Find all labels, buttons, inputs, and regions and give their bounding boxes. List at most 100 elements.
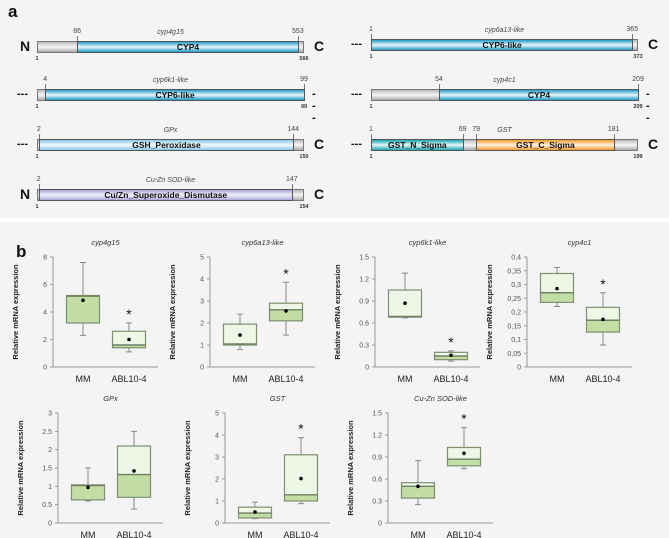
x-category-label: MM <box>248 530 263 538</box>
box-lower-quartile <box>238 513 272 518</box>
y-tick-label: 6 <box>43 282 47 289</box>
sequence-start-label: 1 <box>369 154 373 160</box>
panel-a-label: a <box>8 2 18 21</box>
domain-cyp6-like: CYP6-like <box>45 89 305 101</box>
gene-name: Cu-Zn SOD-like <box>145 177 196 184</box>
sequence-start-label: 1 <box>35 56 39 62</box>
domain-cyp4: CYP4 <box>439 89 639 101</box>
y-tick-label: 4 <box>215 433 219 440</box>
box-plot-cyp6k1-like: cyp6k1-like Relative mRNA expression 0 0.3 0… <box>330 232 495 392</box>
domain-start-position: 2 <box>36 126 41 133</box>
y-axis-label: Relative mRNA expression <box>485 264 494 360</box>
right-terminus: C <box>314 38 325 54</box>
chart-title: cyp4c1 <box>568 238 592 247</box>
y-tick-label: 0.3 <box>372 499 382 506</box>
x-category-label: MM <box>398 374 413 384</box>
right-terminus: C <box>314 186 325 202</box>
y-tick-label: 0,15 <box>507 323 521 330</box>
y-tick-label: 1.5 <box>359 255 369 262</box>
box-upper-quartile <box>238 507 272 514</box>
domain-start-position: 79 <box>472 126 481 133</box>
y-tick-label: 0 <box>215 521 219 528</box>
x-category-label: ABL10-4 <box>433 374 468 384</box>
box-lower-quartile <box>269 309 303 321</box>
mean-point <box>86 485 90 490</box>
y-tick-label: 0.6 <box>359 321 369 328</box>
position-tick <box>439 84 441 89</box>
y-axis-label: Relative mRNA expression <box>11 264 20 360</box>
protein-row: cyp6k1-like CYP6-like 4 99 1 99 --- --- <box>17 76 316 129</box>
sequence-end-label: 99 <box>300 104 308 110</box>
mean-point <box>403 301 407 305</box>
box-outline <box>539 272 575 303</box>
y-tick-label: 4 <box>200 277 204 284</box>
domain-gst-c-sigma: GST_C_Sigma <box>476 139 615 151</box>
domain-start-position: 86 <box>73 28 82 35</box>
position-tick <box>476 134 478 139</box>
y-tick-label: 0.5 <box>42 502 52 509</box>
domain-start-position: 54 <box>435 76 443 83</box>
y-tick-label: 2 <box>48 447 52 454</box>
box-outline <box>222 323 258 346</box>
y-tick-label: 3 <box>48 411 52 418</box>
right-terminus: --- <box>646 88 650 124</box>
y-tick-label: 0,2 <box>511 310 521 317</box>
gene-name: GPx <box>163 127 178 134</box>
y-tick-label: 0 <box>48 521 52 528</box>
panel-b-expression-charts: b cyp4g15 Relative mRNA expression 0 2 4 6 8 MM… <box>0 222 669 538</box>
mean-point <box>462 451 466 456</box>
left-terminus: --- <box>351 88 362 100</box>
chart-title: GPx <box>103 394 118 403</box>
mean-point <box>81 298 85 303</box>
box-lower-quartile <box>434 356 468 360</box>
x-category-label: ABL10-4 <box>585 374 620 384</box>
box-plot-gpx: GPx Relative mRNA expression 0 0.5 1 1.5 2 2.5 3… <box>13 388 178 538</box>
chart-svg: cyp4g15 Relative mRNA expression 0 2 4 6 8 MM AB… <box>11 238 158 384</box>
domain-end-position: 553 <box>292 28 304 35</box>
chart-svg: GPx Relative mRNA expression 0 0.5 1 1.5 2 2.5 3… <box>16 394 163 538</box>
mean-point <box>127 337 131 342</box>
chart-svg: GST Relative mRNA expression 0 1 2 3 4 5 MM ABL10… <box>183 394 330 538</box>
chart-svg: cyp4c1 Relative mRNA expression 0 0,05 0,1 0,… <box>485 238 632 384</box>
x-category-label: MM <box>411 530 426 538</box>
sequence-start-label: 1 <box>35 204 39 210</box>
domain-gsh-peroxidase: GSH_Peroxidase <box>38 139 295 151</box>
sequence-end-label: 150 <box>299 154 309 160</box>
box-lower-quartile <box>540 292 574 303</box>
protein-row: GPx GSH_Peroxidase 2 144 1 150 --- C <box>17 126 324 179</box>
box-upper-quartile <box>269 303 303 310</box>
y-tick-label: 2 <box>200 321 204 328</box>
protein-bar: GST_N_Sigma GST_C_Sigma <box>371 139 638 151</box>
left-terminus: --- <box>351 38 362 50</box>
chart-title: cyp4g15 <box>91 238 120 247</box>
chart-title: Cu-Zn SOD-like <box>414 394 467 403</box>
y-axis-label: Relative mRNA expression <box>183 420 192 516</box>
y-tick-label: 0 <box>200 365 204 372</box>
box-lower-quartile <box>447 459 481 466</box>
mean-point <box>299 476 303 481</box>
protein-row: cyp6a13-like CYP6-like 1 365 1 373 --- C <box>351 26 658 79</box>
x-category-label: ABL10-4 <box>268 374 303 384</box>
y-tick-label: 0,3 <box>511 282 521 289</box>
sequence-start-label: 1 <box>369 54 373 60</box>
box-outline <box>400 482 436 499</box>
protein-bar: CYP6-like <box>37 89 305 101</box>
y-tick-label: 1 <box>200 343 204 350</box>
protein-bar: Cu/Zn_Superoxide_Dismutase <box>37 189 304 201</box>
box-lower-quartile <box>112 345 146 348</box>
y-tick-label: 2.5 <box>42 429 52 436</box>
protein-row: cyp4g15 CYP4 86 553 1 566 N C <box>20 28 324 81</box>
chart-title: cyp6k1-like <box>409 238 447 247</box>
y-tick-label: 0 <box>517 365 521 372</box>
box-upper-quartile <box>284 454 318 495</box>
y-axis-label: Relative mRNA expression <box>168 264 177 360</box>
y-tick-label: 0,05 <box>507 351 521 358</box>
y-tick-label: 5 <box>215 411 219 418</box>
left-terminus: N <box>20 38 31 54</box>
y-axis-label: Relative mRNA expression <box>16 420 25 516</box>
x-category-label: ABL10-4 <box>446 530 481 538</box>
panel-b-label: b <box>16 242 27 261</box>
position-tick <box>77 36 79 41</box>
